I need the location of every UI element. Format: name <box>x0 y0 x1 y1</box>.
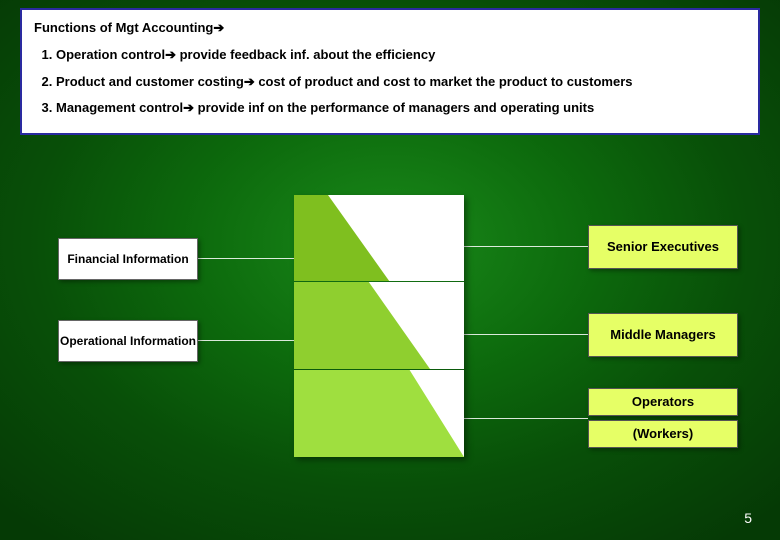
connector-line <box>464 334 588 335</box>
center-pyramid <box>294 195 464 457</box>
pyramid-tier-2 <box>294 281 464 369</box>
header-panel: Functions of Mgt Accounting➔ Operation c… <box>20 8 760 135</box>
header-item-1-bold: Operation control <box>56 47 165 62</box>
right-role-box: (Workers) <box>588 420 738 448</box>
left-info-box: Financial Information <box>58 238 198 280</box>
arrow-icon: ➔ <box>213 20 224 35</box>
pyramid-tier-3 <box>294 369 464 457</box>
connector-line <box>464 246 588 247</box>
arrow-icon: ➔ <box>244 74 255 89</box>
header-item-3: Management control➔ provide inf on the p… <box>56 98 746 119</box>
header-title-text: Functions of Mgt Accounting <box>34 20 213 35</box>
header-item-3-bold: Management control <box>56 100 183 115</box>
connector-line <box>464 418 588 419</box>
header-title: Functions of Mgt Accounting➔ <box>34 18 746 39</box>
header-item-2: Product and customer costing➔ cost of pr… <box>56 72 746 93</box>
connector-line <box>198 258 294 259</box>
header-item-2-bold: Product and customer costing <box>56 74 244 89</box>
header-item-3-rest: provide inf on the performance of manage… <box>194 100 594 115</box>
page-number: 5 <box>744 510 752 526</box>
left-info-box: Operational Information <box>58 320 198 362</box>
header-item-1-rest: provide feedback inf. about the efficien… <box>176 47 435 62</box>
header-list: Operation control➔ provide feedback inf.… <box>34 45 746 119</box>
right-role-box: Middle Managers <box>588 313 738 357</box>
right-role-box: Senior Executives <box>588 225 738 269</box>
header-item-2-rest: cost of product and cost to market the p… <box>255 74 633 89</box>
connector-line <box>198 340 294 341</box>
arrow-icon: ➔ <box>183 100 194 115</box>
right-role-box: Operators <box>588 388 738 416</box>
pyramid-tier-1 <box>294 195 464 281</box>
arrow-icon: ➔ <box>165 47 176 62</box>
header-item-1: Operation control➔ provide feedback inf.… <box>56 45 746 66</box>
